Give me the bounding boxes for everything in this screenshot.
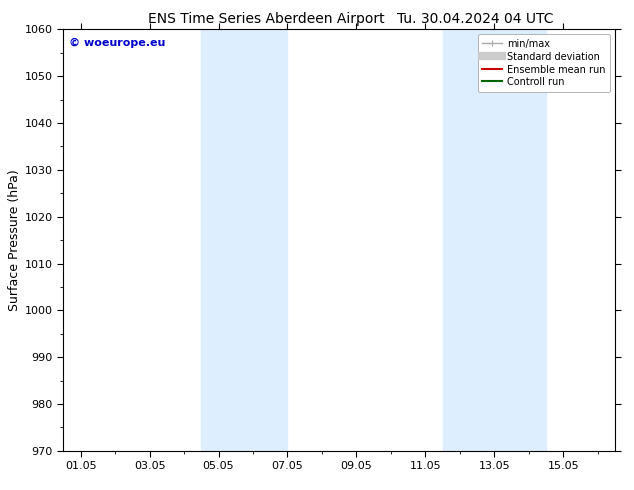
Text: ENS Time Series Aberdeen Airport: ENS Time Series Aberdeen Airport [148,12,385,26]
Bar [495,29,546,451]
Bar [443,29,495,451]
Text: Tu. 30.04.2024 04 UTC: Tu. 30.04.2024 04 UTC [398,12,553,26]
Text: © woeurope.eu: © woeurope.eu [69,38,165,48]
Bar [202,29,236,451]
Legend: min/max, Standard deviation, Ensemble mean run, Controll run: min/max, Standard deviation, Ensemble me… [477,34,610,92]
Bar [236,29,287,451]
Y-axis label: Surface Pressure (hPa): Surface Pressure (hPa) [8,169,21,311]
